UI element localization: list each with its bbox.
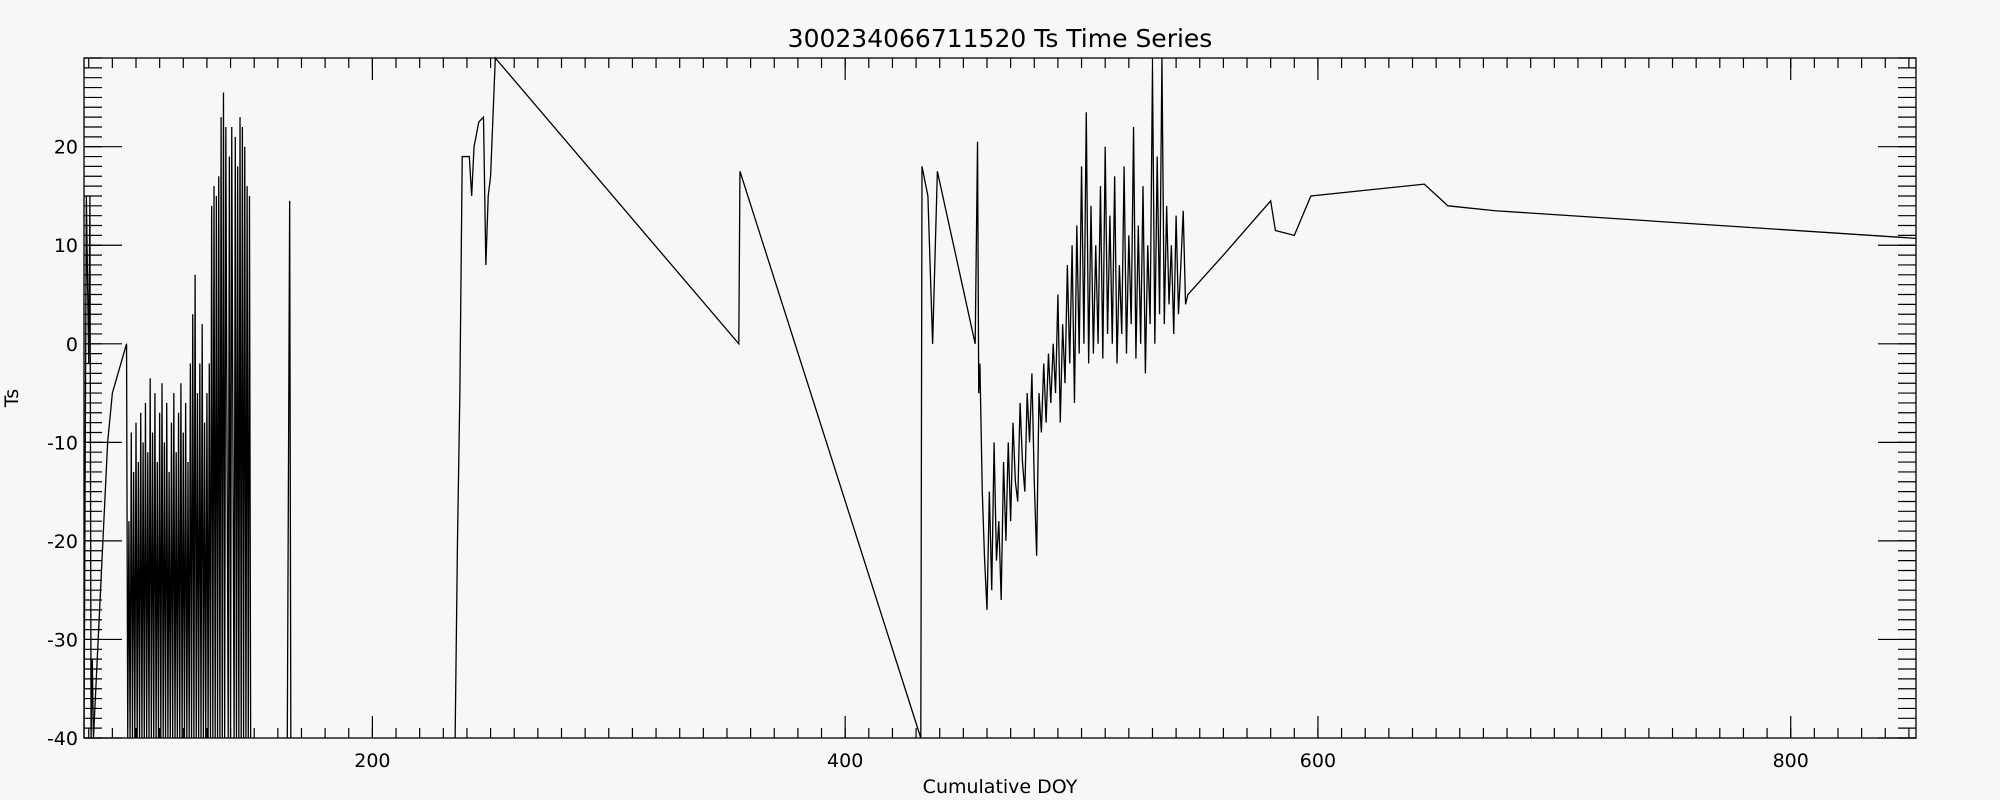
minor-ticks xyxy=(84,57,1916,739)
x-tick-label: 600 xyxy=(1300,750,1336,772)
x-tick-labels: 200 400 600 800 xyxy=(354,750,1809,772)
y-axis-label: Ts xyxy=(1,389,23,408)
y-tick-label: -30 xyxy=(47,629,78,651)
ts-series-segment-1-0 xyxy=(286,200,292,739)
ts-series-segment-3-0 xyxy=(978,57,1917,610)
major-ticks xyxy=(84,58,1916,739)
y-tick-label: -40 xyxy=(47,728,78,750)
y-tick-label: -10 xyxy=(47,432,78,454)
plot-frame xyxy=(83,57,1917,739)
x-tick-label: 200 xyxy=(354,750,390,772)
x-tick-label: 800 xyxy=(1773,750,1809,772)
chart-title: 300234066711520 Ts Time Series xyxy=(788,24,1213,53)
x-axis-label: Cumulative DOY xyxy=(923,776,1078,798)
y-tick-label: -20 xyxy=(47,531,78,553)
data-series xyxy=(83,56,1917,739)
ts-series-segment-0-0 xyxy=(83,92,252,739)
y-tick-label: 10 xyxy=(54,235,78,257)
x-tick-label: 400 xyxy=(827,750,863,772)
ts-series-segment-2-0 xyxy=(454,56,980,739)
y-tick-label: 20 xyxy=(54,137,78,159)
y-tick-labels: -40 -30 -20 -10 0 10 20 xyxy=(47,137,78,750)
y-tick-label: 0 xyxy=(66,334,78,356)
